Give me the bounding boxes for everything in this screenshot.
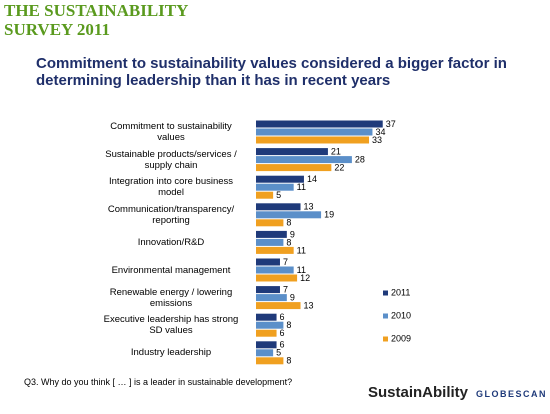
value-label: 6 [280, 340, 285, 350]
category-label: Sustainable products/services / supply c… [96, 140, 246, 180]
footer-question: Q3. Why do you think [ … ] is a leader i… [24, 377, 293, 387]
bar [256, 219, 284, 227]
value-label: 6 [280, 328, 285, 338]
category-label: Industry leadership [96, 333, 246, 373]
category-text: Executive leadership has strong SD value… [103, 314, 239, 337]
bar [256, 313, 277, 321]
bar [256, 357, 284, 365]
legend-label: 2009 [391, 333, 411, 343]
bar [256, 302, 301, 310]
bar [256, 274, 298, 282]
value-label: 7 [283, 284, 288, 294]
value-label: 34 [375, 127, 385, 137]
value-label: 7 [283, 257, 288, 267]
category-label: Communication/transparency/ reporting [96, 195, 246, 235]
category-label: Commitment to sustainability values [96, 112, 246, 152]
value-label: 21 [331, 146, 341, 156]
value-label: 37 [386, 119, 396, 129]
bar [256, 238, 284, 246]
value-label: 28 [355, 154, 365, 164]
bar [256, 329, 277, 337]
bar [256, 321, 284, 329]
bar [256, 203, 301, 211]
value-label: 8 [286, 218, 291, 228]
bar [256, 183, 294, 191]
bar [256, 341, 277, 349]
category-text: Innovation/R&D [137, 236, 205, 248]
category-label: Environmental management [96, 250, 246, 290]
value-label: 9 [290, 292, 295, 302]
category-label: Executive leadership has strong SD value… [96, 305, 246, 345]
logo: GLOBESCAN [476, 389, 548, 399]
value-label: 13 [304, 202, 314, 212]
value-label: 13 [304, 300, 314, 310]
legend-swatch [383, 290, 388, 296]
category-text: Communication/transparency/ reporting [107, 203, 235, 226]
value-label: 8 [286, 356, 291, 366]
legend-label: 2010 [391, 310, 411, 320]
category-text: Renewable energy / lowering emissions [109, 286, 233, 309]
legend-swatch [383, 336, 388, 342]
legend-label: 2011 [391, 287, 410, 297]
bar [256, 164, 332, 172]
bar [256, 211, 322, 219]
value-label: 8 [286, 237, 291, 247]
bar [256, 136, 370, 144]
bar [256, 246, 294, 254]
value-label: 5 [276, 348, 281, 358]
bar [256, 266, 294, 274]
bar [256, 258, 280, 266]
value-label: 5 [276, 190, 281, 200]
bar [256, 175, 304, 183]
survey-header: SURVEY 2011 [4, 20, 110, 39]
category-text: Integration into core business model [108, 176, 234, 199]
bar [256, 120, 383, 128]
value-label: 11 [297, 182, 306, 192]
value-label: 22 [334, 162, 344, 172]
category-label: Innovation/R&D [96, 222, 246, 262]
category-text: Sustainable products/services / supply c… [105, 148, 237, 171]
bar [256, 294, 287, 302]
bar [256, 286, 280, 294]
value-label: 6 [280, 312, 285, 322]
value-label: 14 [307, 174, 317, 184]
bar [256, 349, 274, 357]
legend-swatch [383, 313, 388, 319]
value-label: 19 [324, 210, 334, 220]
bar [256, 191, 274, 199]
value-label: 12 [300, 273, 310, 283]
bar [256, 148, 328, 156]
category-text: Environmental management [111, 264, 231, 276]
bar [256, 230, 287, 238]
bar [256, 156, 352, 164]
survey-header: THE SUSTAINABILITY [4, 1, 189, 20]
value-label: 11 [297, 245, 306, 255]
bar [256, 128, 373, 136]
value-label: 9 [290, 229, 295, 239]
value-label: 8 [286, 320, 291, 330]
value-label: 33 [372, 135, 382, 145]
category-text: Industry leadership [130, 347, 212, 359]
category-label: Integration into core business model [96, 167, 246, 207]
category-text: Commitment to sustainability values [110, 121, 232, 143]
category-label: Renewable energy / lowering emissions [96, 278, 246, 318]
value-label: 11 [297, 265, 306, 275]
logo: SustainAbility [368, 384, 469, 401]
chart-title: Commitment to sustainability values cons… [36, 55, 507, 89]
